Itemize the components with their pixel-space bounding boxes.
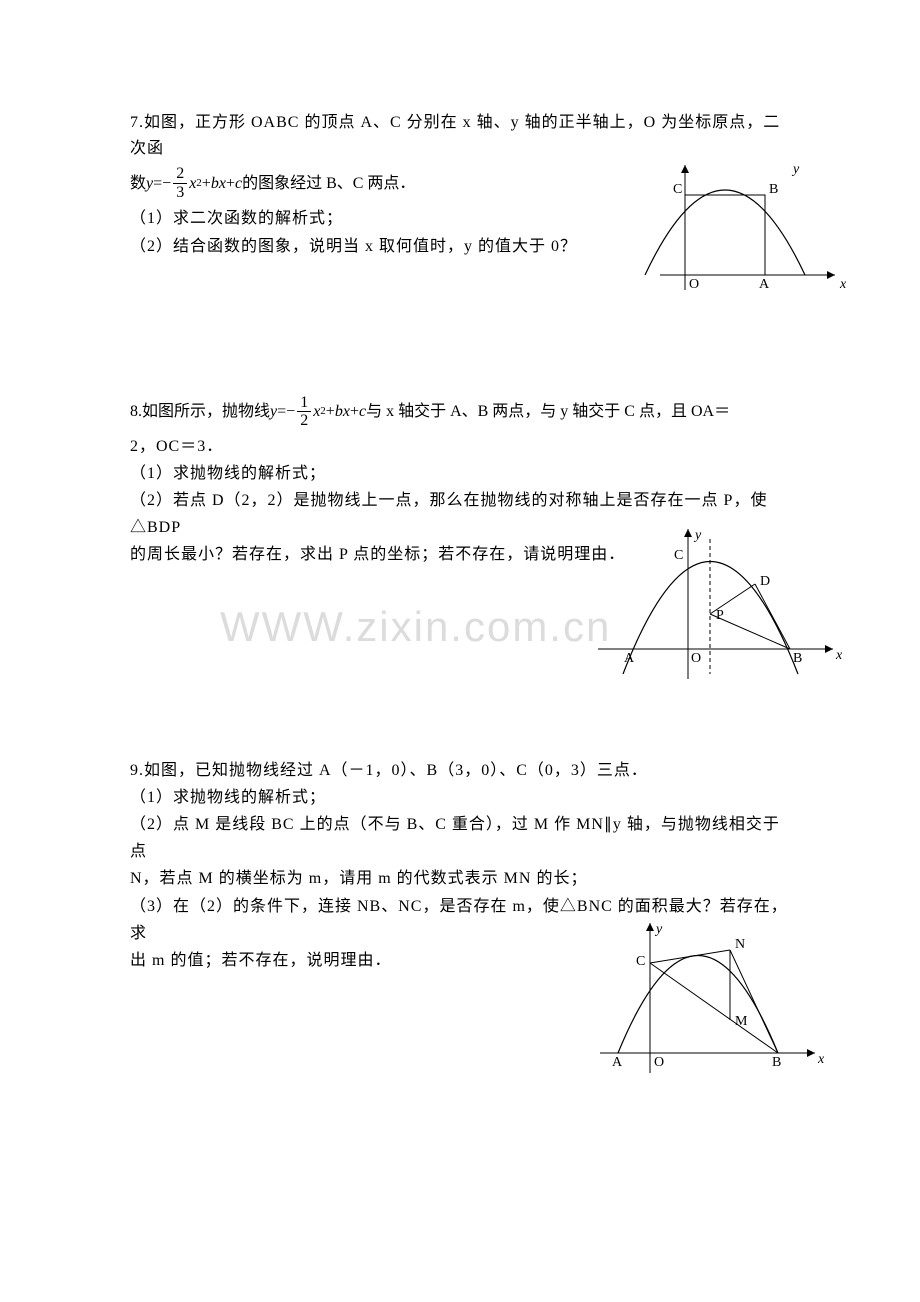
p7-figure: y x O A B C	[640, 160, 850, 310]
p9-label-A: A	[612, 1055, 623, 1070]
p7-label-y: y	[791, 162, 800, 177]
p9-label-y: y	[654, 922, 663, 937]
p8-line1-post: 与 x 轴交于 A、B 两点，与 y 轴交于 C 点，且 OA＝	[366, 402, 730, 421]
problem-9: 9.如图，已知抛物线经过 A（－1，0）、B（3，0）、C（0，3）三点． （1…	[130, 758, 790, 974]
p8-sub1: （1）求抛物线的解析式；	[130, 460, 790, 487]
p8-label-C: C	[674, 548, 683, 563]
p8-figure: y x O A B C D P	[588, 519, 848, 699]
p8-label-y: y	[693, 528, 702, 543]
p7-line1-text: 7.如图，正方形 OABC 的顶点 A、C 分别在 x 轴、y 轴的正半轴上，O…	[130, 114, 780, 157]
p8-bx: bx	[335, 402, 350, 421]
p7-formula-pre: 数	[130, 174, 146, 193]
p7-label-x: x	[839, 277, 847, 292]
p8-label-D: D	[760, 574, 770, 589]
p9-label-x: x	[817, 1052, 825, 1067]
p7-label-A: A	[759, 277, 770, 292]
p8-eq: =	[277, 402, 286, 421]
p9-label-C: C	[636, 954, 645, 969]
p7-label-B: B	[769, 182, 778, 197]
p8-frac: 1 2	[297, 394, 311, 430]
p7-label-C: C	[673, 182, 682, 197]
p8-c: c	[359, 402, 366, 421]
p7-post: 的图象经过 B、C 两点．	[242, 174, 415, 193]
problem-7: 7.如图，正方形 OABC 的顶点 A、C 分别在 x 轴、y 轴的正半轴上，O…	[130, 110, 790, 260]
p9-label-N: N	[735, 937, 745, 952]
p9-line1: 9.如图，已知抛物线经过 A（－1，0）、B（3，0）、C（0，3）三点．	[130, 758, 790, 784]
p8-label-A: A	[624, 651, 635, 666]
p9-sub2b: N，若点 M 的横坐标为 m，请用 m 的代数式表示 MN 的长；	[130, 865, 790, 892]
p8-label-x: x	[835, 648, 843, 663]
p7-label-O: O	[689, 277, 699, 292]
p7-frac-den: 3	[173, 184, 187, 202]
p8-label-O: O	[691, 651, 701, 666]
p7-plus2: +	[226, 174, 235, 193]
p9-label-M: M	[735, 1014, 748, 1029]
page-content: 7.如图，正方形 OABC 的顶点 A、C 分别在 x 轴、y 轴的正半轴上，O…	[130, 110, 790, 974]
p9-sub2a: （2）点 M 是线段 BC 上的点（不与 B、C 重合），过 M 作 MN∥y …	[130, 811, 790, 865]
p8-y: y	[270, 402, 277, 421]
p7-y: y	[146, 174, 153, 193]
p7-frac-num: 2	[173, 165, 187, 184]
p8-line1: 8.如图所示，抛物线 y = − 1 2 x2 + bx + c 与 x 轴交于…	[130, 394, 790, 430]
p8-frac-num: 1	[297, 394, 311, 413]
p7-bx: bx	[211, 174, 226, 193]
p7-x: x	[189, 174, 196, 193]
p7-frac: 2 3	[173, 165, 187, 201]
p7-neg: −	[162, 174, 171, 193]
p8-plus1: +	[326, 402, 335, 421]
p9-label-B: B	[772, 1055, 781, 1070]
p8-line2: 2，OC＝3．	[130, 434, 790, 460]
p7-c: c	[235, 174, 242, 193]
p8-frac-den: 2	[297, 412, 311, 430]
p8-label-B: B	[793, 651, 802, 666]
p7-plus1: +	[202, 174, 211, 193]
p8-line1-pre: 8.如图所示，抛物线	[130, 402, 270, 421]
p8-label-P: P	[716, 608, 724, 623]
p7-eq: =	[153, 174, 162, 193]
p8-x: x	[313, 402, 320, 421]
problem-8: 8.如图所示，抛物线 y = − 1 2 x2 + bx + c 与 x 轴交于…	[130, 394, 790, 569]
p8-plus2: +	[350, 402, 359, 421]
p8-neg: −	[286, 402, 295, 421]
p9-figure: y x O A B C M N	[590, 913, 830, 1088]
p7-line1: 7.如图，正方形 OABC 的顶点 A、C 分别在 x 轴、y 轴的正半轴上，O…	[130, 110, 790, 161]
p9-sub1: （1）求抛物线的解析式；	[130, 784, 790, 811]
p9-label-O: O	[654, 1055, 664, 1070]
